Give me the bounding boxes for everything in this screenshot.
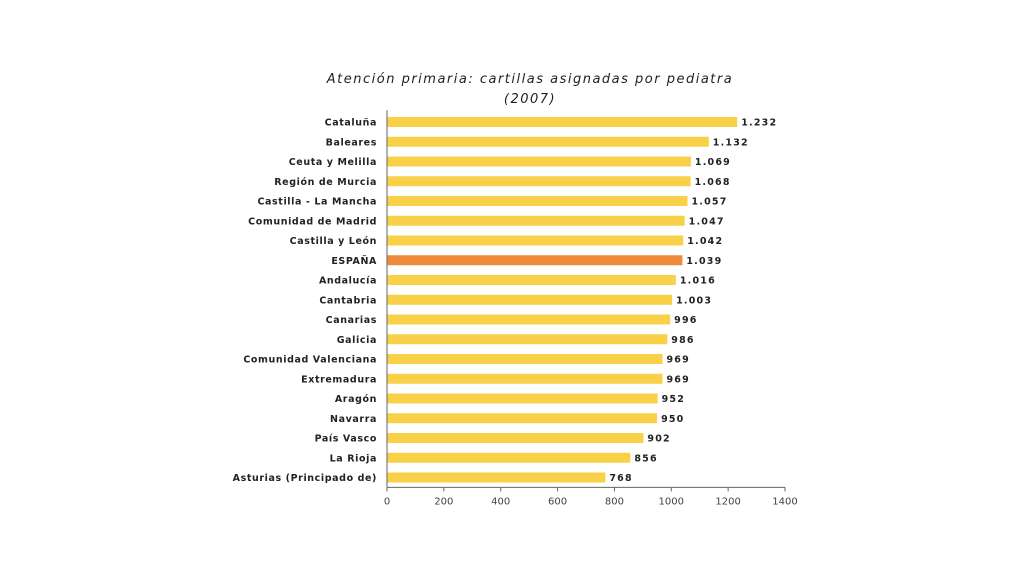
data-label: 1.068	[695, 177, 731, 188]
category-label: Comunidad Valenciana	[243, 355, 377, 366]
x-tick-label: 600	[548, 496, 567, 507]
bar	[387, 294, 673, 305]
bar	[387, 413, 658, 424]
bar	[387, 472, 606, 483]
chart-subtitle: (2007)	[504, 92, 556, 107]
category-label: Cataluña	[325, 118, 377, 129]
category-label: Navarra	[330, 414, 377, 425]
category-label: Extremadura	[301, 374, 377, 385]
bars-group: Cataluña 1.232 Baleares 1.132 Ceuta y Melill…	[233, 117, 777, 484]
category-label: La Rioja	[330, 453, 377, 464]
bar	[387, 215, 685, 226]
data-label: 1.042	[687, 236, 723, 247]
bar	[387, 176, 691, 187]
category-label: Aragón	[335, 394, 377, 405]
data-label: 768	[609, 473, 632, 484]
data-label: 1.132	[713, 137, 749, 148]
data-label: 1.016	[680, 276, 716, 287]
data-label: 952	[662, 394, 685, 405]
bar	[387, 275, 676, 285]
bar	[387, 196, 688, 206]
x-tick-label: 800	[605, 496, 624, 507]
x-tick-label: 200	[434, 496, 453, 507]
category-label: Cantabria	[319, 295, 377, 306]
bar	[387, 334, 668, 345]
category-label: Baleares	[326, 137, 377, 148]
bar	[387, 433, 644, 443]
category-label: Región de Murcia	[274, 177, 377, 188]
data-label: 1.047	[689, 216, 725, 227]
bar	[387, 354, 663, 364]
category-label: Castilla y León	[290, 236, 377, 247]
data-label: 1.057	[691, 197, 727, 208]
data-label: 1.003	[676, 295, 712, 306]
x-tick-label: 400	[491, 496, 510, 507]
x-tick-label: 0	[384, 496, 390, 507]
bar	[387, 117, 738, 127]
data-label: 969	[666, 355, 689, 366]
category-label: Asturias (Principado de)	[233, 473, 377, 484]
x-tick-label: 1400	[772, 496, 797, 507]
axes-group: 0 200 400 600 800 1000 1200 1400	[384, 110, 798, 507]
category-label: Comunidad de Madrid	[248, 216, 377, 227]
bar	[387, 373, 663, 384]
bar	[387, 393, 658, 404]
category-label: Ceuta y Melilla	[289, 157, 377, 168]
data-label: 1.232	[741, 118, 777, 129]
category-label: Canarias	[326, 315, 377, 326]
data-label: 856	[634, 453, 657, 464]
category-label: País Vasco	[315, 434, 377, 445]
bar	[387, 314, 671, 325]
data-label: 996	[674, 315, 697, 326]
category-label: Andalucía	[319, 276, 377, 287]
x-tick-label: 1000	[659, 496, 684, 507]
bar	[387, 136, 709, 147]
category-label: ESPAÑA	[331, 256, 377, 267]
bar	[387, 235, 684, 246]
data-label: 1.039	[686, 256, 722, 267]
data-label: 1.069	[695, 157, 731, 168]
x-tick-label: 1200	[715, 496, 740, 507]
data-label: 986	[671, 335, 694, 346]
data-label: 950	[661, 414, 684, 425]
category-label: Galicia	[337, 335, 377, 346]
data-label: 902	[647, 434, 670, 445]
bar	[387, 452, 631, 463]
bar-highlight	[387, 255, 683, 266]
bar	[387, 156, 691, 167]
chart-title: Atención primaria: cartillas asignadas p…	[326, 72, 733, 87]
data-label: 969	[666, 374, 689, 385]
category-label: Castilla - La Mancha	[257, 197, 377, 208]
